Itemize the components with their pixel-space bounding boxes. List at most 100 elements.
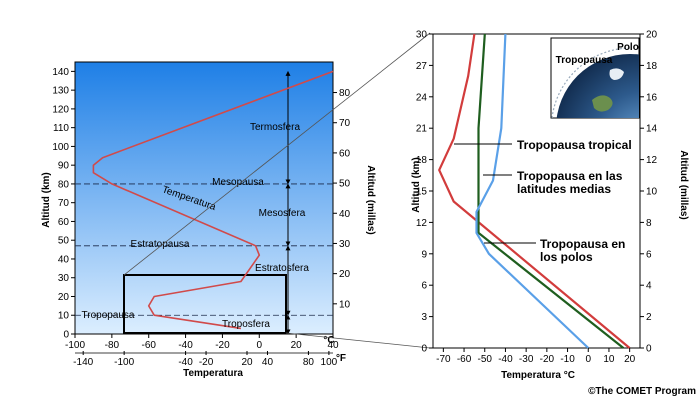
- rc-tick-label: -50: [478, 354, 493, 365]
- rkm-tick-label: 18: [416, 155, 428, 166]
- left-y-label-mi: Altitud (millas): [365, 165, 376, 234]
- rkm-tick-label: 9: [421, 249, 427, 260]
- unit-fahrenheit: °F: [336, 353, 346, 364]
- km-tick-label: 110: [53, 123, 69, 134]
- left-x-label: Temperatura: [183, 368, 243, 379]
- globe-ice: [609, 68, 624, 80]
- right-miles-axis: 0 2 4 6 8 10 12 14 16 18 20: [640, 30, 658, 355]
- f-tick-label: 80: [303, 357, 315, 368]
- label-mesosfera: Mesosfera: [259, 208, 306, 219]
- rc-tick-label: 10: [603, 354, 615, 365]
- zoom-connectors: [123, 32, 431, 349]
- callout-tropical: Tropopausa tropical: [517, 138, 632, 152]
- mi-tick-label: 70: [339, 118, 351, 129]
- tropical-profile-line: [438, 33, 631, 349]
- rkm-tick-label: 21: [416, 124, 428, 135]
- label-termosfera: Termosfera: [250, 122, 300, 133]
- km-tick-label: 70: [58, 198, 70, 209]
- rkm-tick-label: 6: [421, 281, 427, 292]
- right-x-label: Temperatura °C: [501, 370, 575, 381]
- rmi-tick-label: 12: [646, 155, 658, 166]
- label-estratopausa: Estratopausa: [131, 239, 190, 250]
- profile-line-0: [92, 70, 334, 330]
- km-tick-label: 50: [58, 236, 70, 247]
- km-tick-label: 130: [52, 86, 69, 97]
- midlatitude-profile-line: [477, 33, 625, 349]
- rc-tick-label: -70: [436, 354, 451, 365]
- f-tick-label: -40: [178, 357, 193, 368]
- km-tick-label: 0: [63, 330, 69, 341]
- mi-tick-label: 10: [339, 299, 351, 310]
- km-tick-label: 100: [52, 142, 69, 153]
- mi-tick-label: 50: [339, 179, 351, 190]
- rc-tick-label: -40: [498, 354, 513, 365]
- rc-tick-label: -20: [540, 354, 555, 365]
- right-celsius-axis: -70 -60 -50 -40 -30 -20 -10 0 10 20: [436, 348, 636, 365]
- km-tick-label: 30: [58, 273, 70, 284]
- inset-label-tropopausa: Tropopausa: [556, 55, 613, 66]
- left-celsius-axis: -100 -80 -60 -40 -20 0 20 40: [65, 334, 339, 351]
- rkm-tick-label: 0: [421, 344, 427, 355]
- rc-tick-label: 20: [624, 354, 636, 365]
- rkm-tick-label: 15: [416, 187, 428, 198]
- f-tick-label: -100: [114, 357, 134, 368]
- c-tick-label: -60: [141, 340, 156, 351]
- rkm-tick-label: 27: [416, 61, 428, 72]
- zoom-box: [123, 274, 287, 334]
- rc-tick-label: -10: [560, 354, 575, 365]
- c-tick-label: 40: [327, 340, 339, 351]
- rmi-tick-label: 20: [646, 30, 658, 41]
- f-tick-label: 100: [321, 357, 338, 368]
- label-troposfera: Troposfera: [222, 319, 270, 330]
- rmi-tick-label: 6: [646, 249, 652, 260]
- km-tick-label: 60: [58, 217, 70, 228]
- rkm-tick-label: 30: [416, 30, 428, 41]
- tropopause-arc: [551, 47, 631, 118]
- polar-profile-line: [475, 33, 590, 349]
- rc-tick-label: -30: [519, 354, 534, 365]
- callout-polar-line1: Tropopausa en: [540, 237, 625, 251]
- c-tick-label: 20: [291, 340, 303, 351]
- rmi-tick-label: 16: [646, 92, 658, 103]
- left-temperature-profile: [92, 70, 334, 330]
- left-miles-axis: 80 70 60 50 40 30 20 10: [333, 88, 351, 310]
- mi-tick-label: 80: [339, 88, 351, 99]
- globe-inset: Polo Tropopausa: [550, 37, 640, 119]
- km-tick-label: 80: [58, 179, 70, 190]
- left-fahrenheit-axis: -140 -100 -40 -20 20 40 80 100: [73, 351, 338, 368]
- f-tick-label: -20: [199, 357, 214, 368]
- right-y-label-km: Altitud (km): [411, 157, 422, 213]
- c-tick-label: 0: [257, 340, 263, 351]
- rmi-tick-label: 4: [646, 281, 652, 292]
- f-tick-label: -140: [73, 357, 93, 368]
- left-y-label-km: Altitud (km): [41, 172, 52, 228]
- km-tick-label: 40: [58, 254, 70, 265]
- mi-tick-label: 60: [339, 148, 351, 159]
- callout-polar-line2: los polos: [540, 250, 593, 264]
- c-tick-label: -20: [215, 340, 230, 351]
- km-tick-label: 10: [58, 311, 70, 322]
- right-temperature-profiles: [438, 33, 631, 349]
- c-tick-label: -40: [178, 340, 193, 351]
- rkm-tick-label: 12: [416, 218, 428, 229]
- rmi-tick-label: 10: [646, 187, 658, 198]
- f-tick-label: 20: [241, 357, 253, 368]
- label-tropopausa: Tropopausa: [82, 310, 135, 321]
- mi-tick-label: 30: [339, 239, 351, 250]
- right-y-label-mi: Altitud (millas): [678, 150, 689, 219]
- globe-land: [592, 95, 613, 112]
- rkm-tick-label: 24: [416, 92, 428, 103]
- km-tick-label: 120: [52, 104, 69, 115]
- rmi-tick-label: 0: [646, 344, 652, 355]
- rkm-tick-label: 3: [421, 312, 427, 323]
- rmi-tick-label: 2: [646, 312, 652, 323]
- rmi-tick-label: 8: [646, 218, 652, 229]
- rc-tick-label: 0: [585, 354, 591, 365]
- mi-tick-label: 40: [339, 209, 351, 220]
- inset-label-polo: Polo: [617, 42, 639, 53]
- unit-celsius: °C: [323, 335, 334, 346]
